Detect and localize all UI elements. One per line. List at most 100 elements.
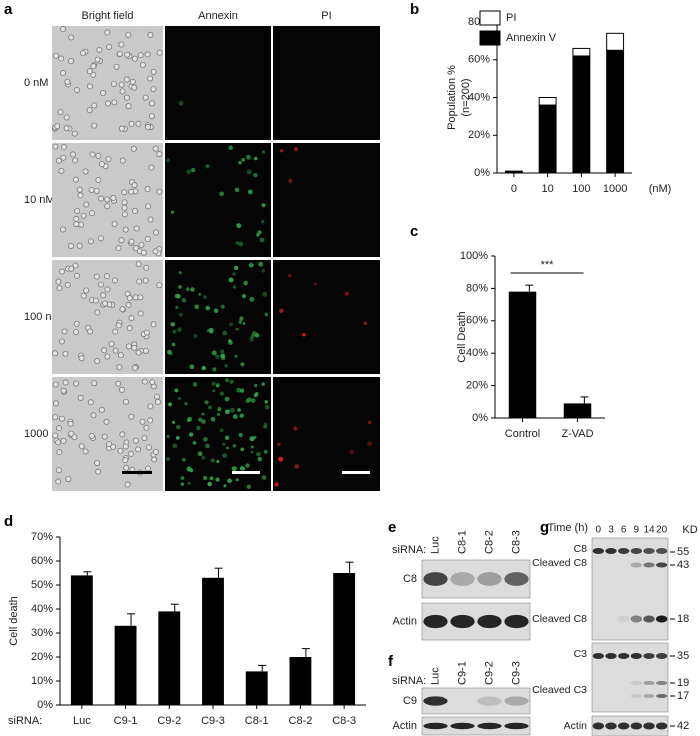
- cell: [91, 380, 98, 387]
- cell: [263, 449, 268, 454]
- cell: [367, 420, 372, 425]
- micrograph: [165, 143, 271, 257]
- cell: [232, 285, 237, 289]
- cell: [264, 404, 270, 410]
- cell: [264, 312, 269, 317]
- cell: [104, 286, 111, 293]
- cell: [71, 130, 78, 137]
- cell: [129, 78, 136, 85]
- cell: [60, 387, 67, 394]
- panel-letter: c: [410, 223, 418, 240]
- cell: [73, 215, 80, 222]
- time-tick: 3: [608, 525, 614, 536]
- cell: [288, 178, 293, 183]
- cell: [135, 120, 142, 127]
- blot-band: [643, 548, 655, 554]
- cell: [261, 203, 266, 208]
- cell: [119, 431, 126, 438]
- cell: [220, 349, 225, 354]
- lane-title: siRNA:: [392, 544, 426, 556]
- cell: [62, 379, 69, 386]
- scale-bar: [232, 471, 260, 474]
- cell: [95, 176, 102, 183]
- cell: [104, 203, 111, 210]
- marker-label: 17: [677, 690, 689, 702]
- cell: [78, 443, 85, 450]
- cell: [302, 333, 306, 337]
- cell: [77, 192, 84, 199]
- cell: [216, 412, 221, 417]
- lane-label: Luc: [429, 667, 441, 685]
- cell: [257, 456, 262, 462]
- cell: [118, 386, 125, 393]
- cell: [253, 383, 258, 388]
- cell: [198, 292, 202, 296]
- cell: [125, 343, 132, 350]
- bar-segment: [538, 97, 557, 106]
- cell: [59, 415, 66, 422]
- blot-band: [477, 614, 502, 629]
- cell: [87, 399, 94, 406]
- column-header: Bright field: [82, 10, 134, 22]
- cell: [144, 186, 151, 193]
- x-tick-label: Control: [505, 428, 540, 440]
- cell: [97, 235, 104, 242]
- cell: [263, 424, 267, 429]
- cell: [192, 382, 198, 387]
- cell: [115, 322, 122, 329]
- cell: [236, 387, 241, 393]
- cell: [141, 378, 148, 385]
- cell: [172, 329, 177, 334]
- cell: [239, 316, 244, 321]
- cell: [140, 249, 147, 256]
- cell: [52, 400, 59, 407]
- cell: [152, 145, 159, 152]
- cell: [264, 400, 268, 404]
- row-label: Actin: [393, 615, 417, 627]
- cell: [128, 238, 135, 245]
- unit-label: KD: [682, 524, 697, 536]
- cell: [128, 315, 135, 322]
- cell: [112, 347, 119, 354]
- cell: [222, 453, 227, 458]
- cell: [171, 420, 176, 424]
- cell: [240, 362, 245, 367]
- bar: [202, 577, 224, 705]
- cell: [108, 341, 115, 348]
- cell: [231, 466, 237, 472]
- cell: [294, 464, 299, 469]
- cell: [131, 55, 138, 62]
- cell: [150, 68, 157, 75]
- cell: [234, 187, 240, 193]
- cell: [148, 164, 155, 171]
- cell: [152, 448, 159, 455]
- blot-band: [655, 615, 668, 623]
- cell: [216, 384, 220, 388]
- blot-band: [504, 572, 529, 586]
- blot-band: [655, 562, 668, 568]
- cell: [121, 211, 128, 218]
- marker-label: 43: [677, 559, 689, 571]
- blot-band: [617, 548, 630, 554]
- cell: [236, 223, 242, 229]
- y-tick-label: 60%: [31, 555, 53, 567]
- cell: [201, 419, 206, 424]
- cell: [132, 245, 139, 252]
- cell: [205, 164, 210, 169]
- blot-band: [630, 548, 643, 554]
- cell: [91, 102, 98, 109]
- cell: [234, 354, 238, 358]
- blot: [591, 715, 669, 736]
- bar-segment: [572, 55, 591, 174]
- cell: [250, 450, 254, 454]
- cell: [187, 481, 191, 485]
- blot-band: [423, 572, 448, 586]
- cell: [180, 482, 184, 486]
- y-tick-label: 40%: [466, 347, 488, 359]
- cell: [139, 418, 146, 425]
- cell: [105, 100, 112, 107]
- cell: [80, 292, 87, 299]
- cell: [125, 103, 132, 110]
- micrograph: [52, 143, 163, 257]
- cell: [89, 151, 96, 158]
